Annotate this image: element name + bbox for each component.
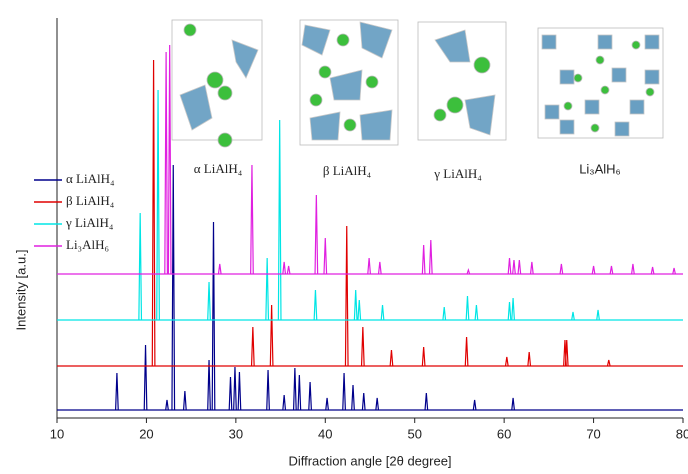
- peak: [208, 282, 211, 320]
- peak: [358, 300, 361, 320]
- peak: [324, 238, 327, 274]
- peak: [572, 312, 575, 320]
- peak: [298, 375, 301, 410]
- peak: [252, 327, 255, 366]
- peak: [508, 302, 511, 320]
- peak: [326, 398, 329, 410]
- peak: [381, 305, 384, 320]
- peak: [425, 393, 428, 410]
- peak: [368, 258, 371, 274]
- peak: [592, 266, 595, 274]
- peak: [508, 258, 511, 274]
- peak: [512, 398, 515, 410]
- peak: [518, 260, 521, 274]
- peak: [314, 290, 317, 320]
- peak: [506, 357, 509, 366]
- x-tick-label: 20: [139, 426, 153, 441]
- peak: [560, 264, 563, 274]
- peak: [422, 245, 425, 274]
- peak: [283, 262, 286, 274]
- peak: [251, 165, 254, 274]
- peak: [513, 260, 516, 274]
- peak: [362, 327, 365, 366]
- peak: [422, 347, 425, 366]
- peak: [352, 385, 355, 410]
- peak: [270, 305, 273, 366]
- peak: [315, 195, 318, 274]
- peak: [673, 268, 676, 274]
- legend-label: γ LiAlH₄: [65, 215, 114, 230]
- x-tick-label: 10: [50, 426, 64, 441]
- x-tick-label: 40: [318, 426, 332, 441]
- legend-label: α LiAlH₄: [66, 171, 115, 186]
- peak: [266, 258, 269, 320]
- crystal-images: [172, 20, 663, 147]
- peak: [597, 310, 600, 320]
- peak: [430, 240, 433, 274]
- y-axis-label: Intensity [a.u.]: [13, 250, 28, 331]
- peak: [212, 222, 215, 410]
- peak: [309, 382, 312, 410]
- peak: [475, 305, 478, 320]
- peak: [528, 352, 531, 366]
- peak: [465, 337, 468, 366]
- legend-label: β LiAlH₄: [66, 193, 115, 208]
- peak: [116, 373, 119, 410]
- peak: [345, 226, 348, 366]
- peak: [632, 264, 635, 274]
- chart: Diffraction angle [2θ degree] Intensity …: [0, 0, 688, 474]
- peak: [531, 262, 534, 274]
- peak: [294, 368, 297, 410]
- peak: [354, 290, 357, 320]
- peak: [607, 360, 610, 366]
- peak: [184, 391, 187, 410]
- legend-label: Li₃AlH₆: [66, 237, 109, 252]
- peak: [379, 262, 382, 274]
- peak: [165, 52, 168, 274]
- x-tick-label: 30: [229, 426, 243, 441]
- x-tick-label: 70: [586, 426, 600, 441]
- peak: [208, 360, 211, 410]
- peak: [218, 264, 221, 274]
- peak: [466, 296, 469, 320]
- peak: [278, 120, 281, 320]
- peak: [229, 377, 232, 410]
- peak: [473, 400, 476, 410]
- x-tick-label: 60: [497, 426, 511, 441]
- structure-label: α LiAlH₄: [194, 161, 243, 176]
- peak: [168, 45, 171, 274]
- x-tick-label: 80: [676, 426, 688, 441]
- structure-label: γ LiAlH₄: [433, 166, 482, 181]
- peak: [267, 370, 270, 410]
- peak: [287, 266, 290, 274]
- peak: [512, 298, 515, 320]
- peak: [157, 90, 160, 320]
- peak: [362, 393, 365, 410]
- x-axis-label: Diffraction angle [2θ degree]: [288, 453, 451, 468]
- structure-label: β LiAlH₄: [323, 163, 372, 178]
- peak: [238, 372, 241, 410]
- peak: [443, 307, 446, 320]
- peak: [234, 367, 237, 410]
- peak: [139, 213, 142, 320]
- peak: [390, 350, 393, 366]
- peak: [172, 165, 175, 410]
- peak: [610, 266, 613, 274]
- peak: [565, 340, 568, 366]
- x-tick-label: 50: [407, 426, 421, 441]
- peak: [283, 395, 286, 410]
- peak: [343, 373, 346, 410]
- structure-label: Li₃AlH₆: [579, 161, 621, 176]
- peak: [166, 400, 169, 410]
- peak: [651, 267, 654, 274]
- peak: [376, 398, 379, 410]
- peak: [144, 345, 147, 410]
